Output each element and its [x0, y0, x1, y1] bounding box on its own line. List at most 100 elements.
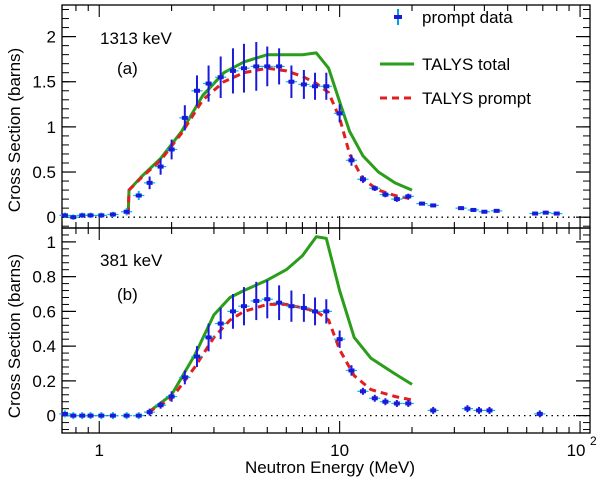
- panel-a-data-point: [359, 177, 366, 182]
- panel-a-data-point: [135, 193, 142, 198]
- panel-b-data-point: [486, 408, 493, 413]
- panel-a-data-point: [481, 209, 488, 214]
- panel-b-data-point: [476, 408, 483, 413]
- x-tick-label: 10: [330, 441, 349, 460]
- panel-b-data-point: [300, 305, 307, 310]
- panel-a-data-point: [288, 79, 295, 84]
- panel-b-data-point: [336, 337, 343, 342]
- panel-a-y-tick-label: 1.5: [32, 73, 56, 92]
- panel-a-data-point: [458, 206, 465, 211]
- panel-b-data-point: [371, 396, 378, 401]
- panel-b-data-point: [312, 309, 319, 314]
- panel-b-y-tick-label: 0.6: [32, 302, 56, 321]
- panel-b-data-point: [123, 413, 130, 418]
- panel-b-data-point: [264, 297, 271, 302]
- legend-prompt-data-label: prompt data: [422, 8, 513, 27]
- panel-a-data-point: [393, 197, 400, 202]
- panel-b-data-point: [181, 375, 188, 380]
- legend-item-prompt-data: prompt data: [394, 8, 513, 27]
- panel-a-y-tick-label: 0: [47, 208, 56, 227]
- panel-a-data-point: [193, 88, 200, 93]
- panel-b-data-point: [193, 354, 200, 359]
- panel-b-data-point: [430, 408, 437, 413]
- panel-a-data-point: [323, 84, 330, 89]
- panel-b-data-point: [240, 304, 247, 309]
- panel-b-data-point: [464, 406, 471, 411]
- panel-a-data-point: [123, 209, 130, 214]
- panel-a-data-point: [157, 164, 164, 169]
- panel-a-data-point: [405, 194, 412, 199]
- panel-b-data-point: [217, 321, 224, 326]
- legend-item-talys-prompt: TALYS prompt: [380, 89, 531, 108]
- panel-b-y-tick-label: 0.4: [32, 337, 56, 356]
- panel-a-data-point: [542, 210, 549, 215]
- panel-b-frame: [61, 227, 591, 434]
- panel-b-data-point: [359, 389, 366, 394]
- panel-b-data-point: [87, 413, 94, 418]
- panel-b-y-tick-label: 0.8: [32, 268, 56, 287]
- panel-b-data-point: [146, 410, 153, 415]
- panel-b-data-point: [61, 411, 68, 416]
- panel-a-data-point: [430, 203, 437, 208]
- panel-a-energy-label: 1313 keV: [100, 29, 172, 48]
- panel-a-y-tick-label: 2: [47, 28, 56, 47]
- legend-item-talys-total: TALYS total: [380, 55, 510, 74]
- panel-b-y-tick-label: 0.2: [32, 372, 56, 391]
- panel-a-data-point: [418, 201, 425, 206]
- panel-b-data-point: [168, 394, 175, 399]
- panel-a-data-point: [336, 111, 343, 116]
- panel-b-data-point: [109, 413, 116, 418]
- panel-a-data-point: [532, 211, 539, 216]
- panel-b-energy-label: 381 keV: [100, 251, 163, 270]
- legend-prompt-data-marker: [394, 15, 402, 19]
- panel-b-data-point: [288, 304, 295, 309]
- panel-b-data-point: [229, 309, 236, 314]
- x-axis-title: Neutron Energy (MeV): [245, 458, 415, 477]
- panel-a-data-point: [253, 64, 260, 69]
- panel-b-data-point: [348, 368, 355, 373]
- panel-a-data-point: [276, 64, 283, 69]
- panel-a-data-point: [229, 68, 236, 73]
- panel-a-y-axis-title: Cross Section (barns): [5, 48, 24, 212]
- panel-b-data-point: [405, 401, 412, 406]
- panel-a-data-point: [181, 115, 188, 120]
- panel-b-data-point: [135, 413, 142, 418]
- panel-b-data-point: [276, 300, 283, 305]
- x-tick-label-exponent: 2: [590, 434, 597, 448]
- panel-b-data-point: [382, 399, 389, 404]
- panel-a-data-point: [109, 212, 116, 217]
- panel-b-y-tick-label: 1: [47, 233, 56, 252]
- panel-a-data-point: [300, 82, 307, 87]
- panel-a-data-point: [70, 215, 77, 220]
- panel-a-data-point: [79, 213, 86, 218]
- panel-a-data-point: [146, 180, 153, 185]
- panel-a: 0 0.5 1 1.5 2: [32, 4, 591, 229]
- panel-b-data-point: [70, 413, 77, 418]
- panel-b-data-point: [79, 413, 86, 418]
- panel-a-data-point: [348, 158, 355, 163]
- x-tick-label: 10: [567, 441, 586, 460]
- panel-a-data-point: [382, 192, 389, 197]
- panel-b-data-point: [323, 309, 330, 314]
- panel-a-label: (a): [117, 59, 138, 78]
- panel-b-data-point: [536, 411, 543, 416]
- panel-a-data-point: [205, 81, 212, 86]
- legend: prompt data TALYS total TALYS prompt: [380, 8, 531, 108]
- panel-a-data-point: [553, 211, 560, 216]
- panel-a-y-tick-label: 0.5: [32, 163, 56, 182]
- panel-b-data-point: [98, 413, 105, 418]
- panel-a-y-tick-label: 1: [47, 118, 56, 137]
- legend-talys-total-label: TALYS total: [422, 55, 510, 74]
- panel-b-y-axis-title: Cross Section (barns): [5, 254, 24, 418]
- panel-b-data-point: [157, 403, 164, 408]
- panel-a-data-point: [264, 64, 271, 69]
- panel-a-data-point: [240, 66, 247, 71]
- panel-b-talys-total-curve: [147, 235, 413, 414]
- panel-a-data-point: [493, 208, 500, 213]
- panel-a-data-point: [168, 147, 175, 152]
- panel-a-data-point: [87, 213, 94, 218]
- panel-b-data-point: [393, 401, 400, 406]
- panel-a-data-point: [470, 207, 477, 212]
